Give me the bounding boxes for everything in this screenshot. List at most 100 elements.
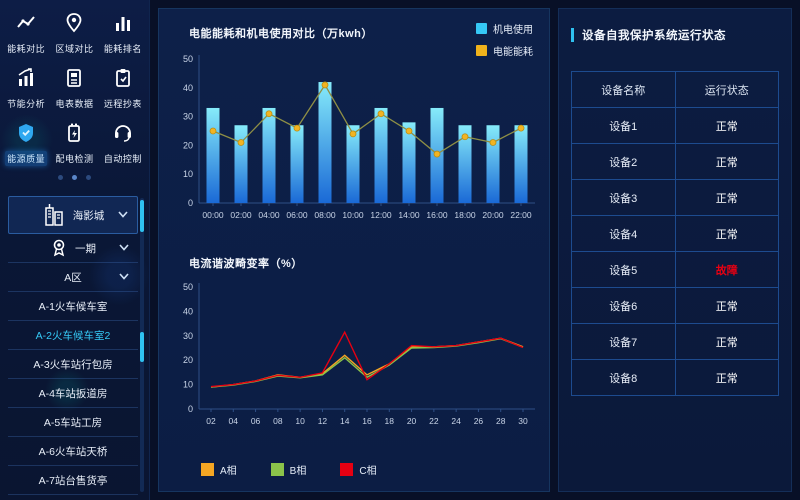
table-row: 设备1 正常 <box>571 107 779 144</box>
svg-text:20:00: 20:00 <box>482 210 504 220</box>
legend-swatch-icon <box>201 463 214 476</box>
sidebar-menu-item-8[interactable]: 配电检测 <box>50 122 98 167</box>
tree-item-6[interactable]: A-3火车站行包房 <box>8 350 138 379</box>
tree-item-label: A-1火车候车室 <box>38 300 108 313</box>
scrollbar-thumb[interactable] <box>140 200 144 232</box>
device-name-cell: 设备3 <box>571 179 676 216</box>
title-accent-bar <box>571 28 574 42</box>
svg-text:04:00: 04:00 <box>258 210 280 220</box>
energy-point <box>489 139 497 146</box>
svg-text:22:00: 22:00 <box>510 210 532 220</box>
legend-label: 电能能耗 <box>493 47 533 58</box>
svg-text:20: 20 <box>183 140 193 150</box>
svg-text:12:00: 12:00 <box>370 210 392 220</box>
shield-icon <box>2 122 50 146</box>
table-row: 设备5 故障 <box>571 251 779 288</box>
tree-item-5[interactable]: A-2火车候车室2 <box>8 321 138 350</box>
svg-text:40: 40 <box>183 83 193 93</box>
table-row: 设备6 正常 <box>571 287 779 324</box>
sidebar-menu-item-2[interactable]: 区域对比 <box>50 12 98 57</box>
sidebar-menu-item-9[interactable]: 自动控制 <box>99 122 147 167</box>
device-name-cell: 设备4 <box>571 215 676 252</box>
energy-chart-title: 电能能耗和机电使用对比（万kwh） <box>189 28 373 40</box>
sidebar-menu-item-1[interactable]: 能耗对比 <box>2 12 50 57</box>
menu-item-label: 自动控制 <box>103 154 142 164</box>
tree-item-label: A区 <box>64 271 82 284</box>
device-name-cell: 设备8 <box>571 359 676 396</box>
legend-swatch-icon <box>340 463 354 476</box>
device-status-cell: 正常 <box>674 323 779 360</box>
bar-ranking-icon <box>99 12 147 36</box>
bar-04:00 <box>262 107 276 203</box>
menu-item-label: 节能分析 <box>7 99 46 109</box>
table-row: 设备2 正常 <box>571 143 779 180</box>
tree-item-10[interactable]: A-7站台售货亭 <box>8 466 138 495</box>
building-icon <box>42 202 66 228</box>
sidebar-menu: 能耗对比 区域对比 能耗排名节能分析 电表数据 远程抄表能源质量 配电检测 自动控制 <box>0 0 149 167</box>
tree-item-8[interactable]: A-5车站工房 <box>8 408 138 437</box>
tree-scrollbar[interactable] <box>140 198 144 492</box>
clipboard-icon <box>99 67 147 91</box>
pagination-dot-1[interactable] <box>58 175 63 180</box>
legend-swatch-icon <box>476 23 487 34</box>
device-status-panel: 设备自我保护系统运行状态 设备名称 运行状态 设备1 正常 设备2 正常 设备3 正常 设备4 正… <box>558 8 792 492</box>
tree-item-label: A-5车站工房 <box>43 416 103 429</box>
energy-line <box>212 83 522 155</box>
meter-icon <box>50 67 98 91</box>
bar-06:00 <box>290 125 304 203</box>
energy-point <box>377 110 385 118</box>
legend-item[interactable]: A相 <box>201 462 237 477</box>
legend-label: 机电使用 <box>493 25 533 36</box>
energy-point <box>237 139 245 146</box>
menu-item-label: 电表数据 <box>55 99 94 109</box>
table-row: 设备8 正常 <box>571 359 779 396</box>
tree-item-4[interactable]: A-1火车候车室 <box>8 292 138 321</box>
table-header-cell: 设备名称 <box>571 71 676 108</box>
energy-point <box>321 81 329 89</box>
svg-text:28: 28 <box>496 416 506 426</box>
svg-text:06:00: 06:00 <box>286 210 308 220</box>
tree-item-9[interactable]: A-6火车站天桥 <box>8 437 138 466</box>
svg-text:26: 26 <box>474 416 484 426</box>
sidebar-menu-item-7[interactable]: 能源质量 <box>2 122 50 167</box>
svg-text:02:00: 02:00 <box>230 210 252 220</box>
device-name-cell: 设备7 <box>571 323 676 360</box>
sidebar-menu-item-6[interactable]: 远程抄表 <box>99 67 147 112</box>
tree-item-3[interactable]: A区 <box>8 263 138 292</box>
sidebar-menu-item-5[interactable]: 电表数据 <box>50 67 98 112</box>
tree-item-2[interactable]: 一期 <box>8 234 138 263</box>
pagination-dot-3[interactable] <box>86 175 91 180</box>
bar-08:00 <box>318 82 332 203</box>
svg-text:10: 10 <box>183 169 193 179</box>
legend-item[interactable]: 机电使用 <box>476 21 533 36</box>
sidebar-menu-item-4[interactable]: 节能分析 <box>2 67 50 112</box>
tree-item-7[interactable]: A-4车站扳道房 <box>8 379 138 408</box>
chevron-down-icon[interactable] <box>119 271 129 283</box>
legend-item[interactable]: B相 <box>270 462 307 477</box>
table-header-cell: 运行状态 <box>674 71 779 108</box>
svg-text:0: 0 <box>188 404 193 414</box>
trend-icon <box>2 12 50 36</box>
pagination-dot-2[interactable] <box>72 175 77 180</box>
svg-text:30: 30 <box>183 112 193 122</box>
svg-text:12: 12 <box>318 416 328 426</box>
menu-pagination-dots <box>0 175 149 180</box>
energy-bar-line-chart: 0 10 20 30 40 50 00:00 02:00 04:00 06:00 08:00 10:0… <box>183 54 535 220</box>
tree-item-label: A-3火车站行包房 <box>33 358 113 371</box>
legend-item[interactable]: C相 <box>340 462 377 477</box>
chevron-down-icon[interactable] <box>118 209 128 221</box>
device-status-cell: 正常 <box>674 287 779 324</box>
phase-line-C相 <box>210 330 524 388</box>
sidebar-menu-item-3[interactable]: 能耗排名 <box>99 12 147 57</box>
legend-item[interactable]: 电能能耗 <box>476 43 533 58</box>
legend-label: B相 <box>289 466 307 477</box>
scrollbar-thumb[interactable] <box>140 332 144 362</box>
energy-point <box>433 150 441 158</box>
svg-text:04: 04 <box>229 416 239 426</box>
tree-item-1[interactable]: 海影城 <box>8 196 138 234</box>
location-icon <box>50 12 98 36</box>
chevron-down-icon[interactable] <box>119 242 129 254</box>
energy-point <box>349 130 357 138</box>
tree-item-label: 一期 <box>75 242 96 255</box>
svg-text:40: 40 <box>183 306 193 316</box>
